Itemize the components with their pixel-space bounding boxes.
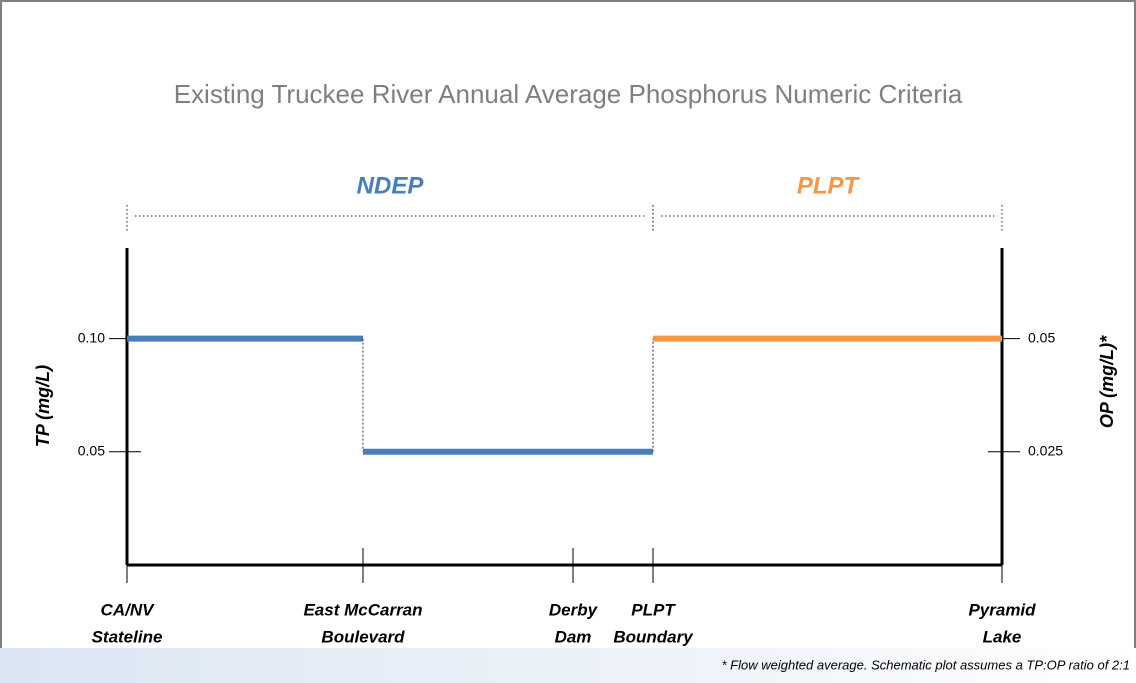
x-tick-label: CA/NV — [101, 600, 156, 619]
footer-band — [0, 648, 1136, 683]
x-tick-label: Stateline — [92, 627, 163, 646]
x-tick-label: Lake — [983, 627, 1022, 646]
x-tick-label: Pyramid — [968, 600, 1036, 619]
y2-tick-label: 0.05 — [1028, 329, 1055, 345]
y2-axis-label: OP (mg/L)* — [1097, 335, 1117, 428]
y-tick-label: 0.05 — [78, 442, 105, 458]
y-axis-label: TP (mg/L) — [33, 365, 53, 447]
section-label: PLPT — [797, 172, 861, 199]
section-label: NDEP — [357, 172, 425, 199]
x-tick-label: Derby — [549, 600, 599, 619]
x-tick-label: Boundary — [613, 627, 694, 646]
frame — [0, 0, 1136, 648]
chart-title: Existing Truckee River Annual Average Ph… — [174, 79, 963, 109]
y-tick-label: 0.10 — [78, 329, 105, 345]
x-tick-label: PLPT — [631, 600, 676, 619]
y2-tick-label: 0.025 — [1028, 442, 1063, 458]
footnote: * Flow weighted average. Schematic plot … — [722, 657, 1131, 672]
x-tick-label: Boulevard — [321, 627, 405, 646]
x-tick-label: East McCarran — [303, 600, 422, 619]
x-tick-label: Dam — [555, 627, 592, 646]
